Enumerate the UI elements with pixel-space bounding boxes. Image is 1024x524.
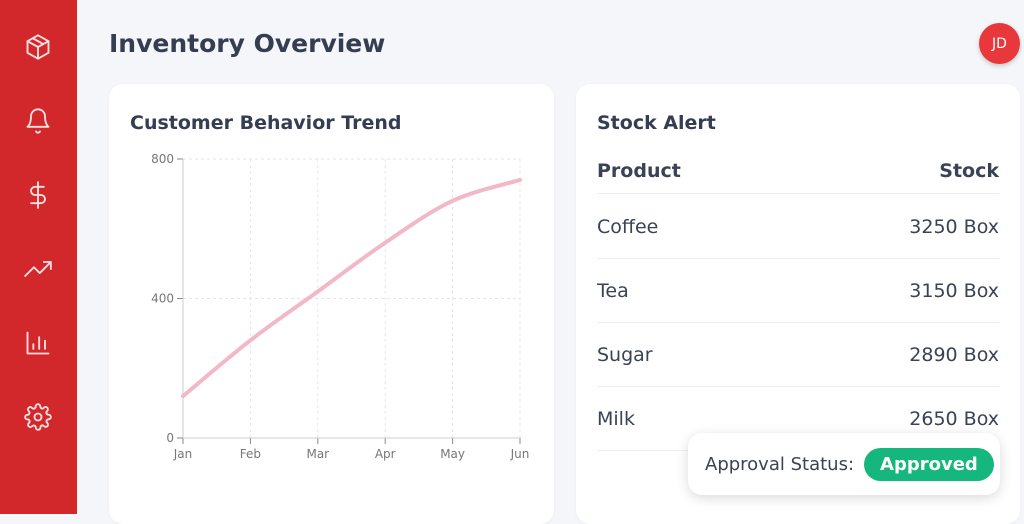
avatar[interactable]: JD [979, 23, 1020, 64]
product-name: Tea [597, 279, 629, 302]
nav-trends[interactable] [22, 253, 54, 285]
line-chart: Jan Feb Mar Apr May Jun 0 400 800 [151, 152, 530, 461]
series-line [181, 177, 522, 399]
nav-notifications[interactable] [22, 105, 54, 137]
x-tick-label: Apr [375, 447, 396, 461]
sidebar [0, 0, 77, 514]
nav-settings[interactable] [22, 401, 54, 433]
x-tick-label: Jun [510, 447, 530, 461]
settings-icon [24, 403, 52, 431]
package-icon [26, 34, 50, 60]
x-tick-label: Jan [173, 447, 193, 461]
chart-card: Customer Behavior Trend Jan Feb Mar Apr May J… [109, 84, 554, 524]
approval-status-badge: Approved [864, 447, 994, 481]
chart-title: Customer Behavior Trend [130, 112, 402, 134]
table-row: Tea 3150 Box [597, 259, 999, 323]
table-row: Milk 2650 Box [597, 387, 999, 451]
dollar-icon [30, 181, 46, 209]
y-tick-label: 400 [151, 292, 174, 306]
stock-value: 3150 Box [909, 279, 999, 302]
table-header: Product Stock [597, 148, 999, 194]
nav-reports[interactable] [22, 327, 54, 359]
page-title: Inventory Overview [109, 29, 386, 58]
table-row: Coffee 3250 Box [597, 195, 999, 259]
trending-up-icon [24, 261, 52, 277]
nav-inventory[interactable] [22, 31, 54, 63]
stock-value: 2650 Box [909, 407, 999, 430]
column-stock: Stock [939, 159, 999, 182]
x-tick-label: Feb [240, 447, 261, 461]
product-name: Coffee [597, 215, 659, 238]
y-tick-label: 0 [166, 431, 174, 445]
bell-icon [26, 108, 50, 134]
product-name: Sugar [597, 343, 653, 366]
x-tick-label: Mar [306, 447, 329, 461]
column-product: Product [597, 159, 681, 182]
x-tick-label: May [440, 447, 465, 461]
bar-chart-icon [26, 331, 50, 355]
nav-finance[interactable] [22, 179, 54, 211]
stock-value: 2890 Box [909, 343, 999, 366]
stock-title: Stock Alert [597, 112, 716, 134]
product-name: Milk [597, 407, 635, 430]
y-tick-label: 800 [151, 152, 174, 166]
approval-status-toast: Approval Status: Approved [688, 433, 1000, 495]
table-row: Sugar 2890 Box [597, 323, 999, 387]
stock-value: 3250 Box [909, 215, 999, 238]
approval-label: Approval Status: [705, 453, 855, 475]
